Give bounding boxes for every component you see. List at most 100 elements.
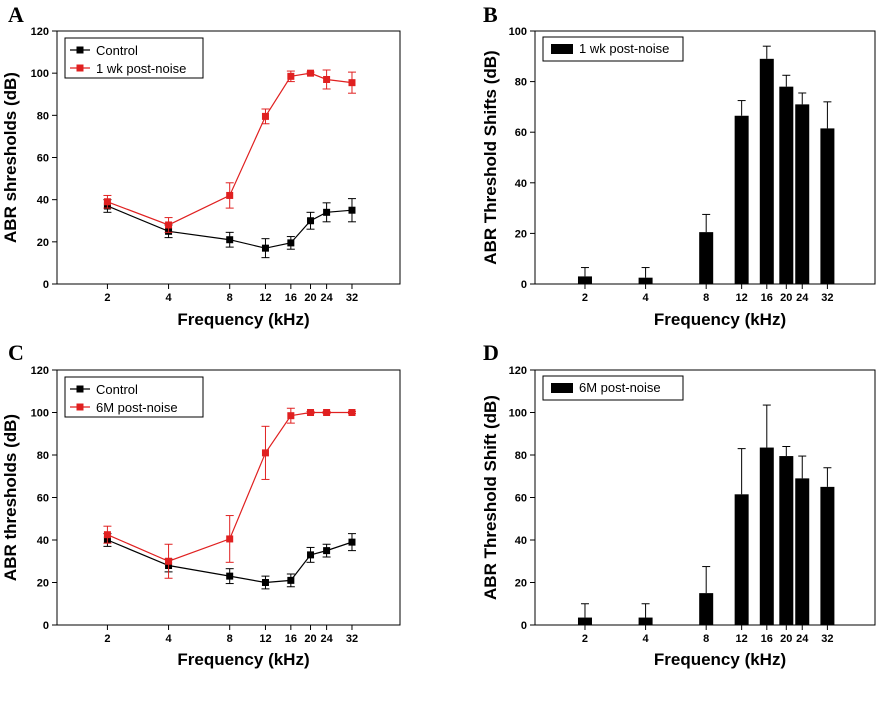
x-tick-label: 16 bbox=[761, 292, 773, 304]
legend-box bbox=[64, 37, 204, 79]
bar bbox=[699, 593, 714, 625]
data-point bbox=[348, 409, 356, 416]
data-point bbox=[261, 244, 269, 252]
legend-swatch-marker bbox=[76, 403, 84, 411]
x-tick-label: 8 bbox=[703, 292, 709, 304]
bar bbox=[759, 447, 774, 625]
data-point bbox=[323, 409, 331, 416]
x-axis-label: Frequency (kHz) bbox=[177, 310, 309, 329]
y-tick-label: 100 bbox=[509, 408, 527, 420]
legend-label: 6M post-noise bbox=[96, 400, 178, 415]
y-tick-label: 0 bbox=[43, 279, 49, 291]
data-point bbox=[323, 547, 331, 555]
x-tick-label: 16 bbox=[285, 633, 297, 645]
x-tick-label: 24 bbox=[320, 292, 333, 304]
data-point bbox=[261, 112, 269, 120]
data-point bbox=[261, 579, 269, 586]
y-tick-label: 120 bbox=[509, 365, 527, 377]
panel-letter: C bbox=[8, 340, 24, 365]
legend-label: Control bbox=[96, 43, 138, 58]
legend: Control 1 wk post-noise bbox=[64, 37, 204, 79]
y-tick-label: 80 bbox=[37, 110, 49, 122]
x-tick-label: 20 bbox=[780, 633, 792, 645]
x-tick-label: 24 bbox=[796, 292, 809, 304]
y-tick-label: 100 bbox=[31, 408, 49, 420]
data-point bbox=[348, 206, 356, 214]
y-tick-label: 60 bbox=[37, 153, 49, 165]
x-tick-label: 32 bbox=[346, 292, 358, 304]
y-tick-label: 40 bbox=[37, 535, 49, 547]
y-tick-label: 20 bbox=[515, 228, 527, 240]
legend: Control 6M post-noise bbox=[64, 376, 204, 418]
y-tick-label: 0 bbox=[43, 620, 49, 632]
data-point bbox=[307, 409, 315, 416]
data-point bbox=[226, 236, 234, 244]
y-tick-label: 80 bbox=[515, 450, 527, 462]
x-axis-label: Frequency (kHz) bbox=[654, 650, 786, 669]
panel-letter: B bbox=[483, 2, 498, 27]
bar bbox=[734, 494, 749, 625]
y-tick-label: 20 bbox=[37, 237, 49, 249]
legend-label: 1 wk post-noise bbox=[579, 41, 669, 56]
x-tick-label: 20 bbox=[304, 633, 316, 645]
y-tick-label: 80 bbox=[515, 77, 527, 89]
bar-series bbox=[577, 45, 835, 285]
x-tick-label: 4 bbox=[643, 292, 650, 304]
x-tick-label: 2 bbox=[582, 292, 588, 304]
x-tick-label: 4 bbox=[643, 633, 650, 645]
x-tick-label: 12 bbox=[259, 292, 271, 304]
data-point bbox=[307, 69, 315, 77]
y-tick-label: 40 bbox=[515, 178, 527, 190]
x-tick-label: 20 bbox=[304, 292, 316, 304]
x-tick-label: 32 bbox=[346, 633, 358, 645]
y-axis-label: ABR shresholds (dB) bbox=[1, 72, 20, 243]
data-point bbox=[261, 449, 269, 457]
data-point bbox=[226, 191, 234, 199]
bar bbox=[795, 104, 810, 285]
y-tick-label: 20 bbox=[37, 578, 49, 590]
bar bbox=[820, 486, 835, 625]
legend-swatch bbox=[551, 383, 573, 393]
x-tick-label: 16 bbox=[761, 633, 773, 645]
x-tick-label: 24 bbox=[796, 633, 809, 645]
y-tick-label: 60 bbox=[515, 127, 527, 139]
data-point bbox=[287, 412, 295, 420]
bar-series bbox=[577, 404, 835, 625]
legend-swatch bbox=[551, 44, 573, 54]
y-tick-label: 0 bbox=[521, 620, 527, 632]
y-tick-label: 120 bbox=[31, 26, 49, 38]
x-tick-label: 4 bbox=[165, 292, 172, 304]
bar bbox=[638, 277, 653, 284]
bar bbox=[577, 276, 592, 284]
y-tick-label: 100 bbox=[31, 68, 49, 80]
data-point bbox=[348, 79, 356, 87]
y-axis-label: ABR Threshold Shifts (dB) bbox=[481, 50, 500, 264]
x-tick-label: 12 bbox=[736, 292, 748, 304]
data-point bbox=[307, 217, 315, 225]
bar bbox=[577, 617, 592, 625]
legend-box bbox=[64, 376, 204, 418]
data-point bbox=[165, 221, 173, 229]
legend-label: 1 wk post-noise bbox=[96, 61, 186, 76]
y-axis-label: ABR Threshold Shift (dB) bbox=[481, 395, 500, 600]
x-tick-label: 32 bbox=[821, 633, 833, 645]
y-tick-label: 60 bbox=[37, 493, 49, 505]
bar bbox=[734, 115, 749, 284]
x-tick-label: 20 bbox=[780, 292, 792, 304]
data-point bbox=[323, 208, 331, 216]
data-point bbox=[307, 551, 315, 559]
legend-swatch-marker bbox=[76, 46, 84, 54]
x-tick-label: 2 bbox=[582, 633, 588, 645]
data-point bbox=[165, 557, 173, 565]
data-point bbox=[103, 198, 111, 206]
data-point bbox=[287, 72, 295, 80]
series-1 bbox=[103, 407, 356, 579]
x-tick-label: 12 bbox=[259, 633, 271, 645]
y-tick-label: 40 bbox=[515, 535, 527, 547]
y-tick-label: 100 bbox=[509, 26, 527, 38]
series-1 bbox=[103, 69, 356, 233]
